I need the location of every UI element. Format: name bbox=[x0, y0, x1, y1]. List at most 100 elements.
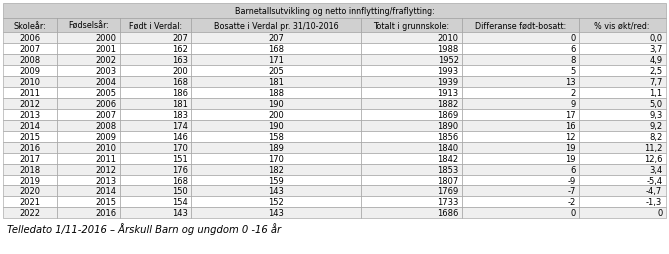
Bar bbox=[3, 120, 57, 131]
Bar bbox=[361, 109, 462, 120]
Bar bbox=[579, 175, 666, 186]
Bar bbox=[3, 208, 57, 218]
Text: 1882: 1882 bbox=[438, 100, 459, 108]
Bar bbox=[191, 109, 361, 120]
Bar bbox=[361, 44, 462, 55]
Text: 2016: 2016 bbox=[19, 143, 41, 152]
Bar bbox=[191, 186, 361, 197]
Text: 146: 146 bbox=[172, 132, 188, 141]
Bar bbox=[3, 109, 57, 120]
Bar bbox=[3, 88, 57, 99]
Bar bbox=[191, 120, 361, 131]
Text: 9,2: 9,2 bbox=[649, 121, 662, 130]
Text: 190: 190 bbox=[268, 100, 284, 108]
Bar bbox=[579, 55, 666, 66]
Bar bbox=[57, 66, 120, 77]
Bar bbox=[120, 19, 191, 33]
Text: 2018: 2018 bbox=[19, 165, 41, 174]
Bar bbox=[57, 99, 120, 109]
Bar bbox=[57, 142, 120, 153]
Text: 2010: 2010 bbox=[438, 34, 459, 43]
Text: Skoleår:: Skoleår: bbox=[14, 21, 47, 30]
Bar bbox=[361, 77, 462, 88]
Text: 1993: 1993 bbox=[438, 67, 459, 76]
Bar bbox=[462, 33, 579, 44]
Text: 2007: 2007 bbox=[19, 45, 41, 54]
Text: 19: 19 bbox=[565, 154, 575, 163]
Text: 150: 150 bbox=[172, 187, 188, 196]
Bar bbox=[579, 77, 666, 88]
Text: 2000: 2000 bbox=[96, 34, 117, 43]
Bar bbox=[120, 175, 191, 186]
Text: 143: 143 bbox=[268, 209, 284, 217]
Text: 12,6: 12,6 bbox=[644, 154, 662, 163]
Text: 1890: 1890 bbox=[438, 121, 459, 130]
Text: 1807: 1807 bbox=[438, 176, 459, 185]
Bar bbox=[462, 197, 579, 208]
Bar bbox=[57, 186, 120, 197]
Text: 151: 151 bbox=[172, 154, 188, 163]
Text: 5,0: 5,0 bbox=[649, 100, 662, 108]
Bar bbox=[579, 33, 666, 44]
Bar bbox=[191, 131, 361, 142]
Bar bbox=[120, 120, 191, 131]
Bar bbox=[191, 208, 361, 218]
Text: 2017: 2017 bbox=[19, 154, 41, 163]
Bar bbox=[120, 55, 191, 66]
Text: 200: 200 bbox=[268, 110, 284, 119]
Text: -9: -9 bbox=[567, 176, 575, 185]
Bar bbox=[120, 44, 191, 55]
Bar bbox=[57, 88, 120, 99]
Text: 13: 13 bbox=[565, 78, 575, 87]
Bar bbox=[3, 66, 57, 77]
Text: 159: 159 bbox=[268, 176, 284, 185]
Text: 1769: 1769 bbox=[438, 187, 459, 196]
Bar bbox=[3, 142, 57, 153]
Bar bbox=[3, 131, 57, 142]
Text: 188: 188 bbox=[268, 89, 284, 98]
Bar bbox=[191, 19, 361, 33]
Bar bbox=[57, 19, 120, 33]
Bar bbox=[579, 109, 666, 120]
Text: 17: 17 bbox=[565, 110, 575, 119]
Bar bbox=[361, 33, 462, 44]
Text: 8,2: 8,2 bbox=[649, 132, 662, 141]
Text: -1,3: -1,3 bbox=[646, 198, 662, 207]
Text: 2019: 2019 bbox=[19, 176, 41, 185]
Bar bbox=[3, 186, 57, 197]
Text: 2011: 2011 bbox=[96, 154, 117, 163]
Text: 2008: 2008 bbox=[19, 56, 41, 65]
Text: 2011: 2011 bbox=[19, 89, 41, 98]
Text: 2008: 2008 bbox=[96, 121, 117, 130]
Text: 9,3: 9,3 bbox=[649, 110, 662, 119]
Bar bbox=[579, 164, 666, 175]
Text: 2013: 2013 bbox=[19, 110, 41, 119]
Text: 1952: 1952 bbox=[438, 56, 459, 65]
Text: Fødselsår:: Fødselsår: bbox=[68, 21, 109, 30]
Text: 2004: 2004 bbox=[96, 78, 117, 87]
Text: 2012: 2012 bbox=[19, 100, 41, 108]
Bar bbox=[361, 88, 462, 99]
Bar bbox=[3, 44, 57, 55]
Text: -4,7: -4,7 bbox=[646, 187, 662, 196]
Text: -7: -7 bbox=[567, 187, 575, 196]
Text: 158: 158 bbox=[268, 132, 284, 141]
Bar bbox=[57, 175, 120, 186]
Text: 1,1: 1,1 bbox=[649, 89, 662, 98]
Text: 174: 174 bbox=[172, 121, 188, 130]
Bar bbox=[462, 120, 579, 131]
Text: Barnetallsutvikling og netto innflytting/fraflytting:: Barnetallsutvikling og netto innflytting… bbox=[235, 7, 434, 16]
Bar bbox=[361, 164, 462, 175]
Text: 2009: 2009 bbox=[96, 132, 117, 141]
Bar bbox=[120, 77, 191, 88]
Bar bbox=[120, 33, 191, 44]
Text: 0: 0 bbox=[570, 34, 575, 43]
Bar bbox=[191, 77, 361, 88]
Text: 6: 6 bbox=[570, 165, 575, 174]
Bar bbox=[462, 175, 579, 186]
Bar bbox=[57, 208, 120, 218]
Bar bbox=[3, 19, 57, 33]
Bar bbox=[462, 77, 579, 88]
Bar bbox=[191, 88, 361, 99]
Text: 11,2: 11,2 bbox=[644, 143, 662, 152]
